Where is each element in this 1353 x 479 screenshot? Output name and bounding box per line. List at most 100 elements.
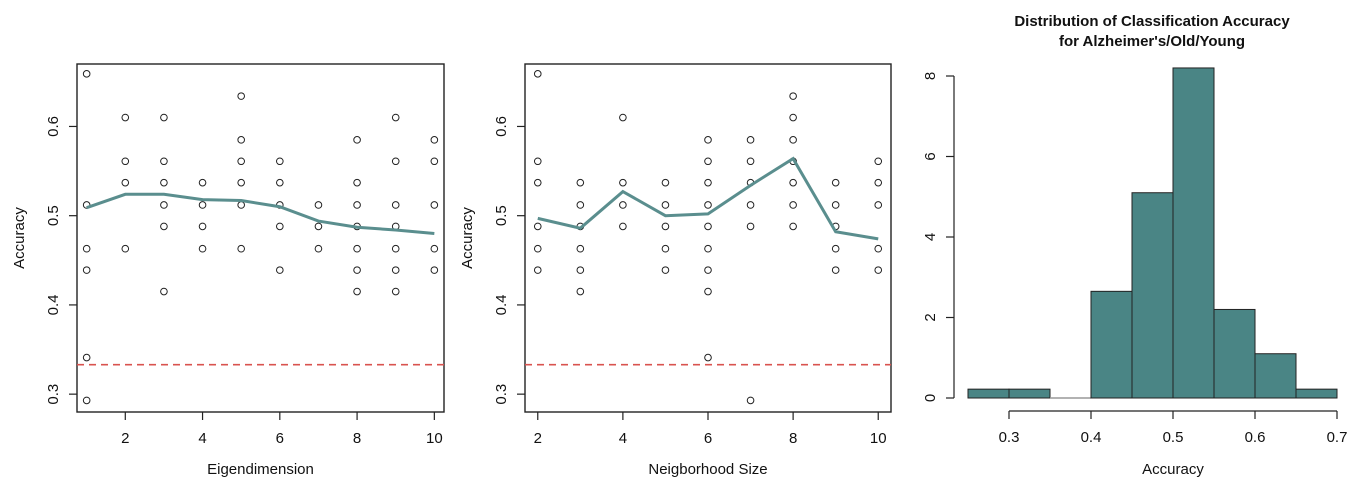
data-point [576, 266, 585, 274]
x-tick-label: 4 [198, 430, 206, 447]
data-point [831, 244, 840, 253]
data-point [661, 201, 670, 209]
data-point [874, 201, 883, 209]
data-point [160, 157, 168, 166]
y-axis-label: Accuracy [459, 207, 476, 269]
data-point [314, 222, 323, 231]
data-point [314, 201, 323, 209]
y-axis: 0.3 0.4 0.5 0.6 [493, 116, 525, 405]
data-point [619, 222, 627, 231]
data-point [237, 244, 245, 253]
y-tick-label: 0.6 [493, 116, 510, 137]
data-point [430, 136, 439, 144]
y-tick-label: 0.5 [45, 205, 62, 226]
panel-histogram: Distribution of Classification Accuracy … [922, 13, 1347, 478]
y-axis-label: Accuracy [11, 207, 28, 269]
x-axis-label: Accuracy [1142, 461, 1204, 478]
y-tick-label: 0.4 [493, 294, 510, 315]
data-point [746, 396, 755, 405]
data-point [121, 113, 130, 122]
data-point [533, 178, 542, 187]
mean-line [86, 192, 435, 236]
y-tick-label: 0 [922, 394, 939, 402]
data-point [353, 201, 361, 209]
data-point [704, 266, 712, 274]
data-point [160, 287, 168, 296]
data-point [789, 136, 797, 144]
y-tick-label: 0.5 [493, 205, 510, 226]
data-point [874, 178, 883, 187]
data-point [430, 201, 439, 209]
data-point [160, 201, 168, 209]
data-point [746, 222, 755, 231]
x-tick-label: 8 [353, 430, 361, 447]
x-tick-label: 2 [121, 430, 129, 447]
data-point [353, 178, 361, 187]
data-point [82, 70, 91, 78]
x-axis-label: Eigendimension [207, 461, 314, 478]
data-point [198, 178, 207, 187]
data-point [237, 201, 245, 209]
data-point [391, 157, 400, 166]
data-point [661, 222, 670, 231]
series-line [86, 192, 435, 236]
histogram-bar [1295, 388, 1338, 399]
data-point [874, 157, 883, 166]
histogram-bar [1213, 308, 1256, 399]
data-point [704, 157, 712, 166]
y-tick-label: 6 [922, 152, 939, 160]
data-point [198, 201, 207, 209]
data-point [121, 178, 130, 187]
y-tick-label: 0.3 [493, 384, 510, 405]
data-point [82, 266, 91, 274]
data-point [576, 201, 585, 209]
data-point [121, 244, 130, 253]
data-point [276, 266, 284, 274]
histogram-bar [1090, 290, 1133, 399]
data-point [746, 201, 755, 209]
data-point [619, 201, 627, 209]
x-axis: 2 4 6 8 10 [121, 412, 443, 447]
data-point [353, 244, 361, 253]
data-point [82, 396, 91, 405]
histogram-bar [1131, 192, 1174, 399]
data-point [704, 136, 712, 144]
data-point [619, 113, 627, 122]
data-point [391, 287, 400, 296]
data-point [237, 178, 245, 187]
data-point [82, 244, 91, 253]
data-point [704, 353, 712, 362]
data-point [533, 157, 542, 166]
data-point [789, 201, 797, 209]
histogram-bar [1172, 67, 1215, 399]
data-point [430, 266, 439, 274]
data-point [237, 157, 245, 166]
data-point [619, 178, 627, 187]
data-point [391, 244, 400, 253]
x-tick-label: 0.5 [1163, 429, 1184, 446]
data-point [198, 244, 207, 253]
data-point [121, 157, 130, 166]
chart-title: Distribution of Classification Accuracy [1014, 13, 1290, 30]
data-point [661, 244, 670, 253]
data-point [237, 136, 245, 144]
data-point [576, 287, 585, 296]
x-axis: 0.3 0.4 0.5 0.6 0.7 [999, 410, 1348, 446]
x-tick-label: 0.3 [999, 429, 1020, 446]
data-points [82, 70, 439, 405]
y-axis: 0 2 4 6 8 [922, 72, 955, 402]
data-points [533, 70, 883, 405]
x-tick-label: 0.7 [1327, 429, 1348, 446]
data-point [430, 244, 439, 253]
data-point [533, 244, 542, 253]
x-tick-label: 8 [789, 430, 797, 447]
series-line [537, 156, 879, 241]
x-axis-label: Neigborhood Size [648, 461, 767, 478]
data-point [276, 178, 284, 187]
data-point [430, 157, 439, 166]
data-point [391, 201, 400, 209]
data-point [391, 266, 400, 274]
data-point [198, 222, 207, 231]
plot-frame [76, 63, 445, 413]
